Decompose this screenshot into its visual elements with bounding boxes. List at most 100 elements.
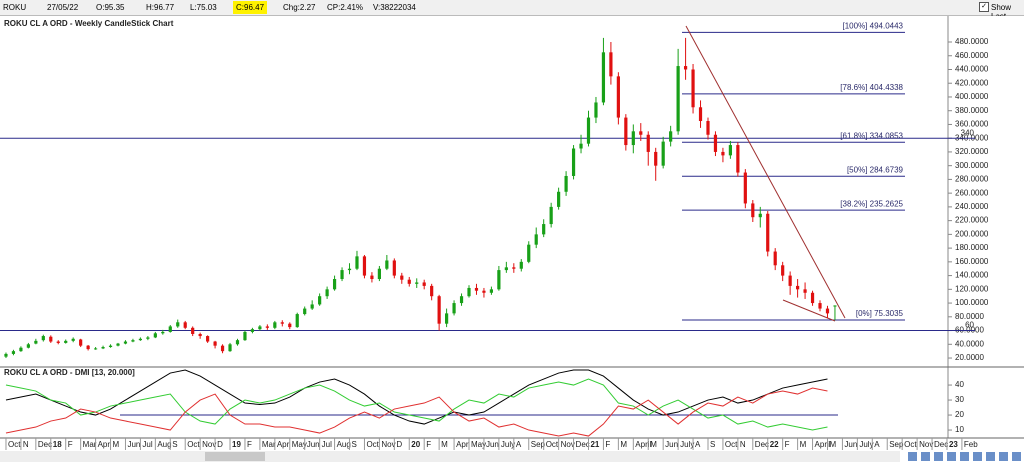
y-tick-label: 80.0000	[955, 312, 984, 321]
nav-button[interactable]	[947, 452, 956, 461]
nav-buttons	[908, 452, 1021, 461]
y-tick-label: 220.0000	[955, 216, 989, 225]
candle-body	[788, 275, 792, 286]
candle-body	[631, 131, 635, 146]
x-tick-label: N	[23, 440, 29, 449]
candle-body	[721, 151, 725, 156]
x-tick-label: Dec	[755, 440, 769, 449]
candle-body	[825, 308, 830, 314]
nav-button[interactable]	[921, 452, 930, 461]
x-tick-label: 19	[232, 440, 241, 449]
nav-button[interactable]	[973, 452, 982, 461]
candle-body	[758, 213, 762, 218]
y-tick-label: 20.0000	[955, 353, 984, 362]
chart: ROKU CL A ORD - Weekly CandleStick Chart…	[0, 16, 1024, 462]
low: L:75.03	[190, 3, 217, 12]
candle-body	[355, 256, 359, 269]
candle-body	[512, 267, 516, 269]
x-tick-label: M	[650, 440, 657, 449]
close: C:96.47	[233, 1, 268, 14]
candle-body	[639, 131, 643, 135]
scrollbar-thumb[interactable]	[205, 452, 265, 461]
trend-line	[685, 25, 846, 319]
nav-button[interactable]	[1012, 452, 1021, 461]
fib-label: [100%] 494.0443	[843, 21, 904, 30]
x-tick-label: Oct	[366, 440, 379, 449]
candle-body	[332, 279, 337, 290]
nav-button[interactable]	[960, 452, 969, 461]
candle-body	[766, 213, 770, 252]
candle-body	[93, 348, 98, 350]
candle-body	[370, 275, 374, 280]
x-tick-label: F	[605, 440, 610, 449]
candle-body	[467, 287, 471, 297]
candle-body	[347, 268, 352, 271]
candle-body	[41, 336, 45, 341]
x-tick-label: Mar	[83, 440, 97, 449]
show-last-checkbox[interactable]: ✓	[979, 2, 989, 12]
y-tick-label: 480.0000	[955, 37, 989, 46]
candle-body	[654, 151, 658, 166]
candle-body	[71, 338, 75, 341]
x-tick-label: 20	[411, 440, 420, 449]
y-tick-label: 140.0000	[955, 271, 989, 280]
candle-body	[11, 351, 16, 354]
x-tick-label: 22	[770, 440, 779, 449]
y-tick-label: 20	[955, 410, 964, 419]
x-tick-label: Oct	[187, 440, 200, 449]
nav-button[interactable]	[934, 452, 943, 461]
y-tick-label: 40	[955, 380, 964, 389]
nav-button[interactable]	[986, 452, 995, 461]
x-tick-label: Feb	[964, 440, 978, 449]
candle-body	[669, 131, 673, 142]
x-tick-label: Oct	[546, 440, 559, 449]
candle-body	[415, 282, 419, 284]
candle-body	[392, 260, 396, 276]
symbol: ROKU	[3, 3, 27, 12]
y-tick-label: 280.0000	[955, 175, 989, 184]
scrollbar[interactable]	[0, 451, 900, 462]
x-tick-label: Jun	[665, 440, 678, 449]
candle-body	[191, 327, 195, 334]
change-pct: CP:2.41%	[327, 3, 364, 12]
candle-body	[235, 340, 240, 345]
candle-body	[452, 303, 456, 314]
x-tick-label: S	[172, 440, 177, 449]
y-tick-label: 160.0000	[955, 257, 989, 266]
y-tick-label: 200.0000	[955, 229, 989, 238]
x-tick-label: M	[800, 440, 807, 449]
x-tick-label: A	[695, 440, 701, 449]
y-tick-label: 420.0000	[955, 78, 989, 87]
x-tick-label: Jul	[322, 440, 332, 449]
y-tick-label: 10	[955, 425, 964, 434]
nav-button[interactable]	[999, 452, 1008, 461]
x-tick-label: F	[785, 440, 790, 449]
candle-body	[228, 344, 232, 352]
x-tick-label: Apr	[456, 440, 469, 449]
x-tick-label: Apr	[98, 440, 111, 449]
fib-label: [61.8%] 334.0853	[840, 131, 903, 140]
nav-button[interactable]	[908, 452, 917, 461]
candle-body	[818, 303, 822, 309]
candle-body	[49, 336, 53, 342]
x-tick-label: Nov	[202, 440, 216, 449]
toolbar: ROKU 27/05/22 O:95.35 H:96.77 L:75.03 C:…	[0, 0, 1024, 21]
candle-body	[64, 340, 68, 343]
candle-body	[736, 145, 740, 173]
candle-body	[489, 289, 494, 293]
candle-body	[579, 143, 583, 149]
candle-body	[176, 322, 180, 327]
candle-body	[445, 313, 449, 324]
candle-body	[624, 117, 628, 146]
candle-body	[183, 322, 187, 328]
dmi-line	[5, 378, 828, 431]
y-tick-label: 380.0000	[955, 106, 989, 115]
candle-body	[482, 290, 486, 293]
x-tick-label: Jun	[307, 440, 320, 449]
y-tick-label: 320.0000	[955, 147, 989, 156]
x-tick-label: Dec	[38, 440, 52, 449]
y-tick-label: 40.0000	[955, 339, 984, 348]
candle-body	[303, 308, 307, 315]
candle-body	[123, 341, 128, 344]
